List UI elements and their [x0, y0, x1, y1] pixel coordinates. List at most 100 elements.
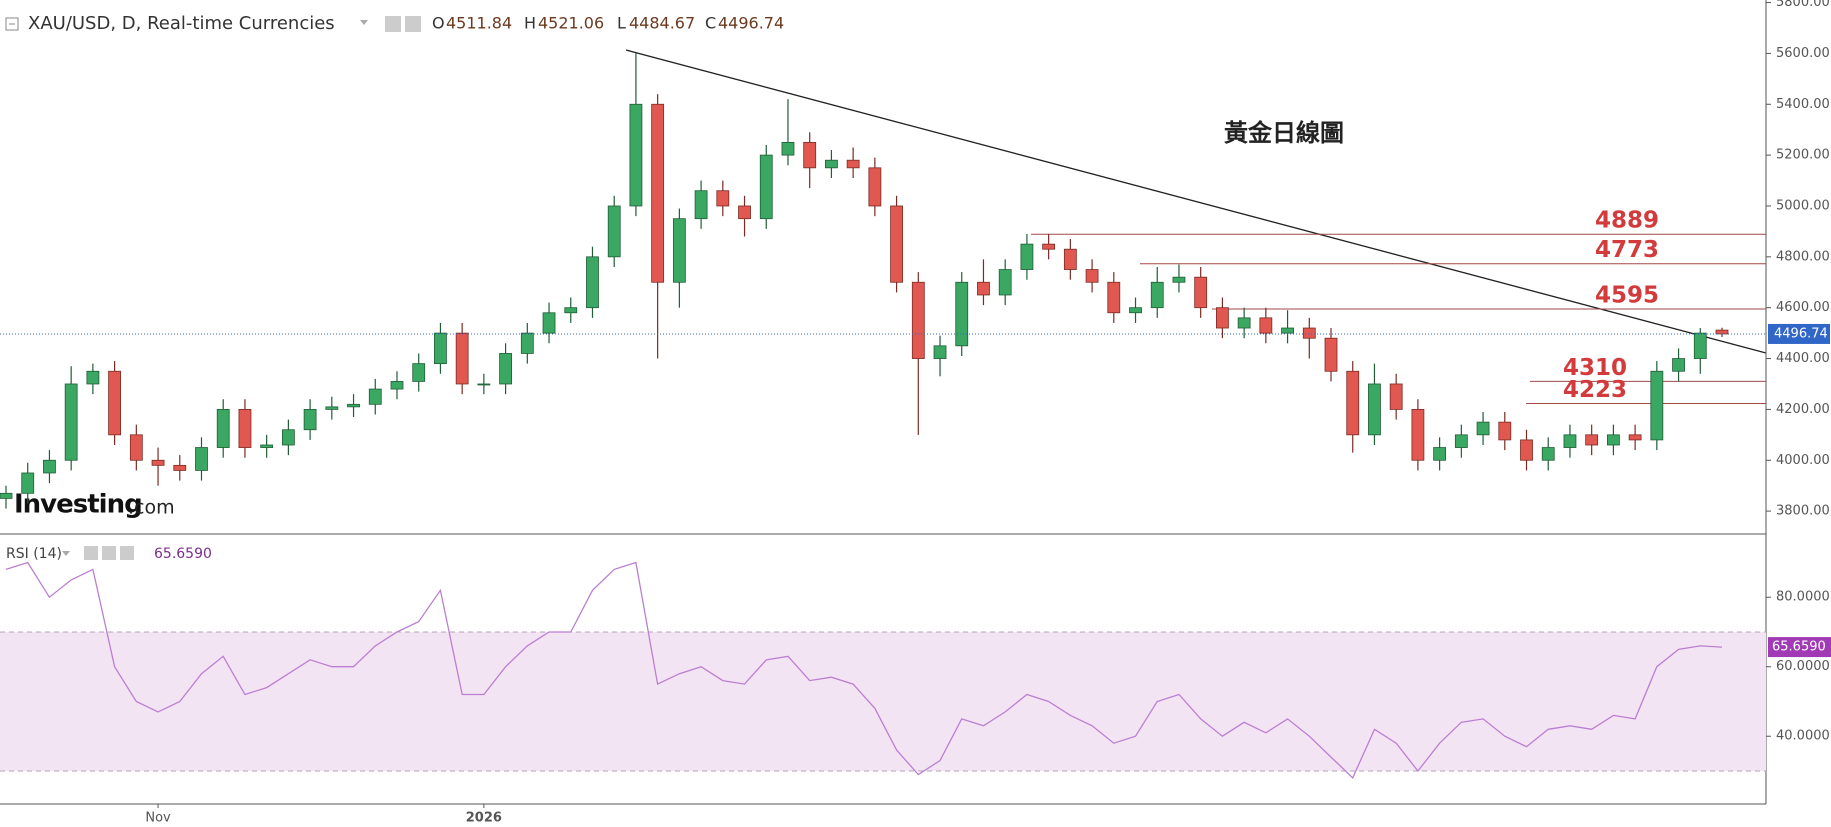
- x-tick-label: Nov: [145, 811, 171, 826]
- candle-body: [803, 141, 817, 169]
- y-tick-label: 5600.00: [1776, 46, 1830, 61]
- candle-body: [955, 281, 969, 347]
- candle-body: [759, 154, 773, 220]
- settings-icon[interactable]: [84, 546, 98, 560]
- candle-body: [694, 190, 708, 220]
- y-tick-label: 4000.00: [1776, 453, 1830, 468]
- y-tick-label: 5800.00: [1776, 0, 1830, 10]
- candle-body: [43, 459, 56, 474]
- candle-body: [1302, 327, 1316, 339]
- level-label: 4223: [1563, 377, 1627, 403]
- ohlc-key: O: [432, 14, 445, 33]
- candle-body: [1368, 383, 1381, 436]
- indicator-value: 65.6590: [154, 546, 212, 562]
- candle-body: [1389, 383, 1403, 410]
- candle-body: [933, 345, 947, 359]
- candle-body: [1042, 243, 1056, 250]
- y-tick-label: 5400.00: [1776, 97, 1830, 112]
- y-tick-label: 40.0000: [1776, 729, 1830, 744]
- candle-body: [1585, 434, 1599, 446]
- symbol-title: XAU/USD, D, Real-time Currencies: [28, 13, 335, 34]
- candle-body: [520, 332, 534, 354]
- candle-body: [1237, 317, 1251, 329]
- candle-body: [998, 269, 1012, 296]
- candle-body: [434, 332, 447, 365]
- rsi-tag: [1768, 637, 1831, 658]
- y-tick-label: 80.0000: [1776, 590, 1830, 605]
- ohlc-value: 4521.06: [538, 14, 604, 33]
- ohlc-value: 4496.74: [718, 14, 784, 33]
- ohlc-value: 4511.84: [446, 14, 512, 33]
- candle-body: [1498, 421, 1512, 441]
- collapse-icon[interactable]: [5, 17, 19, 31]
- candle-body: [195, 447, 208, 471]
- candle-body: [846, 159, 860, 169]
- candle-body: [977, 281, 990, 296]
- candle-body: [1281, 327, 1294, 334]
- candle-body: [629, 103, 643, 207]
- candle-body: [825, 159, 838, 169]
- candle-body: [238, 408, 252, 448]
- candle-body: [368, 388, 382, 405]
- y-tick-label: 3800.00: [1776, 504, 1830, 519]
- candle-body: [1150, 281, 1164, 309]
- candle-body: [455, 332, 469, 385]
- candle-body: [108, 370, 122, 436]
- logo: Investing: [14, 490, 142, 520]
- logo-suffix: .com: [128, 497, 175, 519]
- candle-body: [325, 406, 339, 410]
- candle-body: [890, 205, 903, 283]
- candle-body: [347, 403, 360, 408]
- y-tick-label: 60.0000: [1776, 659, 1830, 674]
- y-tick-label: 4800.00: [1776, 249, 1830, 264]
- candle-body: [1216, 307, 1229, 329]
- y-tick-label: 4600.00: [1776, 300, 1830, 315]
- candle-body: [586, 256, 599, 309]
- candle-body: [1476, 421, 1490, 436]
- candle-body: [1715, 329, 1729, 335]
- candle-body: [1433, 447, 1447, 461]
- candle-body: [1020, 243, 1034, 270]
- candle-body: [1107, 281, 1121, 314]
- candle-body: [1541, 447, 1555, 461]
- candle-body: [1259, 317, 1273, 334]
- settings-icon[interactable]: [385, 16, 401, 32]
- candle-body: [1194, 276, 1208, 309]
- level-label: 4773: [1595, 237, 1659, 263]
- candle-body: [1563, 434, 1577, 448]
- annotation: 黃金日線圖: [1224, 119, 1344, 147]
- ohlc-key: L: [617, 14, 626, 33]
- candle-body: [0, 492, 13, 499]
- candle-body: [716, 190, 730, 207]
- candle-body: [412, 363, 426, 382]
- x-tick-label: 2026: [466, 811, 502, 826]
- settings-icon[interactable]: [405, 16, 421, 32]
- candle-body: [151, 459, 165, 466]
- candle-body: [173, 464, 187, 471]
- price-tag-label: 4496.74: [1774, 326, 1828, 341]
- rsi-band: [0, 631, 1766, 771]
- candle-body: [1628, 434, 1642, 441]
- candle-body: [781, 141, 795, 156]
- candle-body: [1693, 332, 1707, 359]
- candle-body: [281, 429, 295, 446]
- candle-body: [1454, 434, 1468, 448]
- candle-body: [868, 167, 882, 207]
- dropdown-icon[interactable]: [62, 551, 70, 556]
- ohlc-value: 4484.67: [629, 14, 695, 33]
- candle-body: [499, 353, 512, 385]
- dropdown-icon[interactable]: [360, 20, 368, 25]
- candle-body: [738, 205, 751, 220]
- level-label: 4889: [1595, 208, 1659, 234]
- close-icon[interactable]: [120, 546, 134, 560]
- price-tag: [1768, 323, 1830, 344]
- indicator-title: RSI (14): [6, 546, 62, 562]
- candle-body: [260, 444, 274, 448]
- settings-icon[interactable]: [102, 546, 116, 560]
- candle-body: [64, 383, 78, 461]
- candle-body: [542, 312, 556, 334]
- ohlc-key: H: [524, 14, 536, 33]
- candle-body: [1346, 370, 1360, 436]
- candle-body: [1520, 439, 1533, 461]
